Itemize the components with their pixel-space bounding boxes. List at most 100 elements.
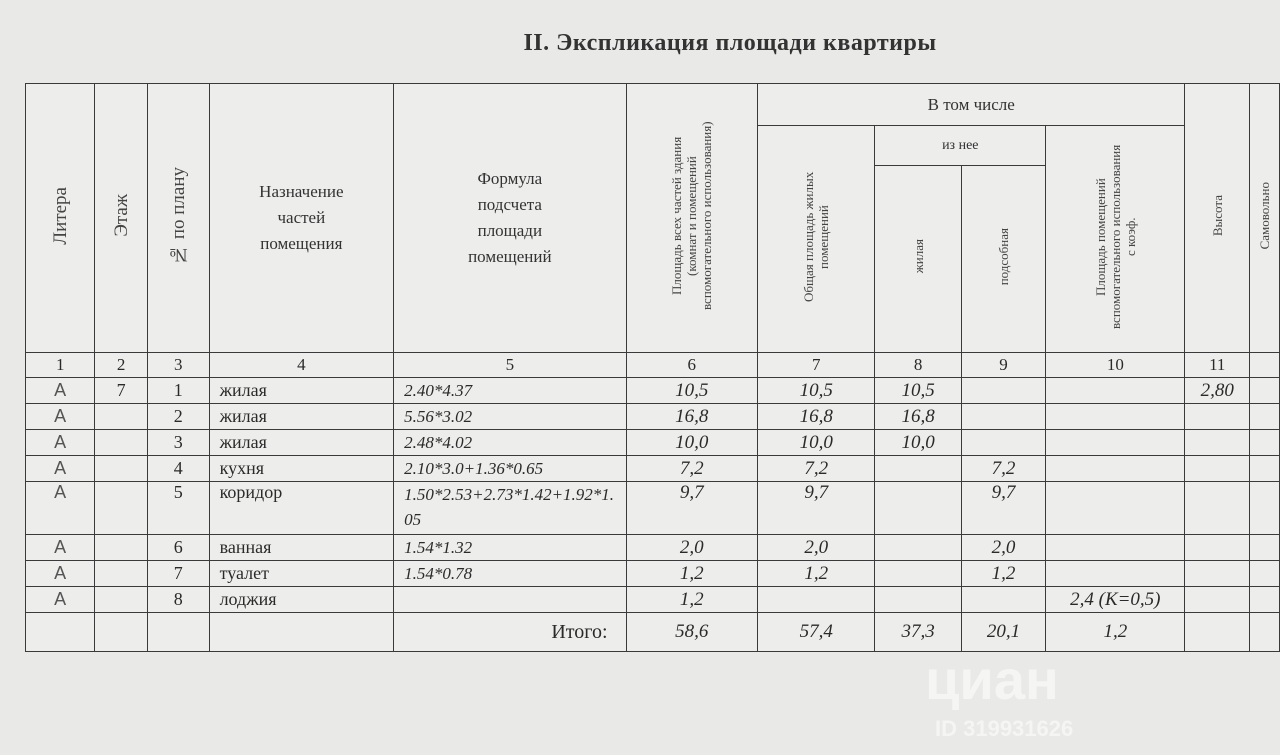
cell-aux: 9,7 — [960, 481, 1047, 535]
cell-height — [1184, 534, 1251, 561]
col-num: 5 — [393, 352, 627, 378]
header-height-text: Высота — [1209, 194, 1225, 237]
table-row: А 8 лоджия 1,2 2,4 (К=0,5) — [24, 586, 1280, 613]
cell-extra — [1249, 560, 1280, 587]
cell-purpose: кухня — [208, 455, 395, 482]
col-num: 7 — [757, 352, 876, 378]
cell-no: 5 — [146, 481, 210, 535]
cell-living: 10,5 — [874, 377, 962, 404]
cell-purpose: жилая — [208, 377, 395, 404]
header-floor: Этаж — [94, 83, 148, 353]
cell — [1184, 612, 1251, 652]
cell-aux-coef — [1045, 534, 1186, 561]
cell-height — [1184, 560, 1251, 587]
cell-floor — [94, 534, 148, 561]
cell-height — [1184, 586, 1251, 613]
cell-living-total: 7,2 — [757, 455, 876, 482]
header-auxiliary-text: подсобная — [995, 227, 1011, 286]
cell-aux: 7,2 — [960, 455, 1047, 482]
cell-aux — [960, 403, 1047, 430]
cell-litera: А — [24, 534, 96, 561]
header-aux-coef-text: Площадь помещений вспомогательного испол… — [1092, 144, 1138, 329]
cell-extra — [1249, 377, 1280, 404]
cell-living-total: 9,7 — [757, 481, 876, 535]
cell-aux-coef: 2,4 (К=0,5) — [1045, 586, 1186, 613]
header-aux-coef: Площадь помещений вспомогательного испол… — [1045, 125, 1186, 353]
cell-purpose: жилая — [208, 403, 395, 430]
cell-aux — [960, 429, 1047, 456]
cell-aux-coef — [1045, 429, 1186, 456]
cell-aux — [960, 377, 1047, 404]
cell-aux — [960, 586, 1047, 613]
cell-extra — [1249, 429, 1280, 456]
cell-living: 10,0 — [874, 429, 962, 456]
cell-aux-coef — [1045, 403, 1186, 430]
cell — [208, 612, 395, 652]
cell-living — [874, 534, 962, 561]
cell-height — [1184, 481, 1251, 535]
watermark: циан ID 319931626 — [925, 648, 1073, 742]
header-auxiliary: подсобная — [960, 165, 1047, 353]
cell-formula: 5.56*3.02 — [393, 403, 627, 430]
cell-living-total: 2,0 — [757, 534, 876, 561]
cell-extra — [1249, 403, 1280, 430]
cell-aux: 1,2 — [960, 560, 1047, 587]
col-num: 6 — [625, 352, 759, 378]
cell-litera: А — [24, 560, 96, 587]
cell-purpose: лоджия — [208, 586, 395, 613]
cell-litera: А — [24, 455, 96, 482]
cell-aux-coef — [1045, 560, 1186, 587]
header-extra-text: Самовольно — [1257, 181, 1273, 250]
cell-litera: А — [24, 429, 96, 456]
header-purpose: Назначение частей помещения — [208, 83, 395, 353]
header-plan-no-text: № по плану — [167, 166, 189, 265]
cell-height — [1184, 429, 1251, 456]
header-litera-text: Литера — [49, 186, 71, 245]
cell-floor: 7 — [94, 377, 148, 404]
cell-floor — [94, 429, 148, 456]
cell-floor — [94, 455, 148, 482]
table-row: А 5 коридор 1.50*2.53+2.73*1.42+1.92*1.05 9,… — [24, 481, 1280, 535]
cell-total: 9,7 — [625, 481, 759, 535]
cell-extra — [1249, 481, 1280, 535]
cell-living — [874, 586, 962, 613]
cell-extra — [1249, 455, 1280, 482]
header-plan-no: № по плану — [146, 83, 210, 353]
cell-formula: 2.40*4.37 — [393, 377, 627, 404]
header-of-which: из нее — [874, 125, 1047, 166]
col-num: 3 — [146, 352, 210, 378]
table-row: А 6 ванная 1.54*1.32 2,0 2,0 2,0 — [24, 534, 1280, 561]
cell-litera: А — [24, 586, 96, 613]
cell-extra — [1249, 586, 1280, 613]
cell — [94, 612, 148, 652]
cell-total: 10,5 — [625, 377, 759, 404]
cell — [146, 612, 210, 652]
page-title: II. Экспликация площади квартиры — [523, 30, 937, 56]
cell-extra — [1249, 534, 1280, 561]
totals-total: 58,6 — [625, 612, 759, 652]
header-floor-text: Этаж — [110, 194, 132, 237]
column-numbers-row: 1 2 3 4 5 6 7 8 9 10 11 — [24, 352, 1280, 378]
table-row: А 4 кухня 2.10*3.0+1.36*0.65 7,2 7,2 7,2 — [24, 455, 1280, 482]
totals-aux: 20,1 — [960, 612, 1047, 652]
cell-no: 8 — [146, 586, 210, 613]
cell-aux-coef — [1045, 377, 1186, 404]
cell-living-total: 16,8 — [757, 403, 876, 430]
cell-no: 3 — [146, 429, 210, 456]
cell-living — [874, 455, 962, 482]
cell-living: 16,8 — [874, 403, 962, 430]
cell-litera: А — [24, 403, 96, 430]
cell-formula: 1.54*0.78 — [393, 560, 627, 587]
cell-floor — [94, 403, 148, 430]
cell-litera: А — [24, 377, 96, 404]
cell-no: 7 — [146, 560, 210, 587]
col-num: 2 — [94, 352, 148, 378]
cell-purpose: ванная — [208, 534, 395, 561]
col-num: 4 — [208, 352, 395, 378]
header-litera: Литера — [24, 83, 96, 353]
cell-purpose: жилая — [208, 429, 395, 456]
cell-total: 7,2 — [625, 455, 759, 482]
totals-living-total: 57,4 — [757, 612, 876, 652]
header-including: В том числе — [757, 83, 1186, 126]
watermark-logo: циан — [925, 648, 1059, 711]
